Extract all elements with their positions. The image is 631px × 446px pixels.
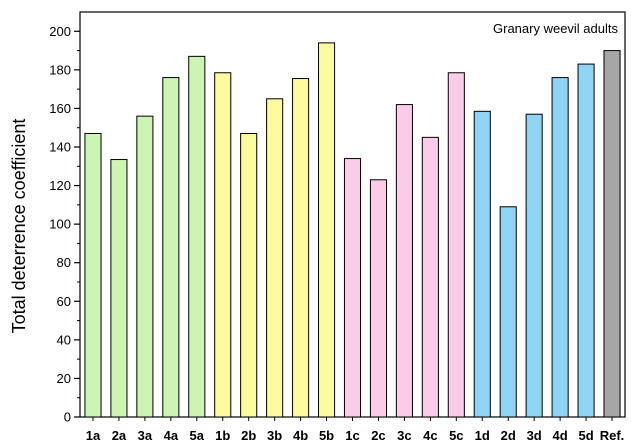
y-tick-label: 140	[49, 140, 71, 155]
bar-5a	[188, 55, 206, 418]
bars	[84, 42, 621, 418]
x-tick-label: 1d	[475, 428, 490, 443]
x-tick-label: 2a	[112, 428, 127, 443]
y-tick-label: 120	[49, 178, 71, 193]
y-tick-label: 20	[57, 371, 71, 386]
x-tick-label: 2b	[241, 428, 256, 443]
bar-3b	[266, 98, 284, 418]
bar-4a	[162, 77, 180, 418]
y-tick-label: 60	[57, 294, 71, 309]
y-tick-label: 40	[57, 332, 71, 347]
x-tick-label: Ref.	[600, 428, 625, 443]
bar-1c	[343, 158, 362, 418]
bar-1a	[84, 133, 102, 418]
bar-1b	[214, 72, 232, 418]
y-tick-label: 200	[49, 24, 71, 39]
x-tick-label: 4c	[423, 428, 437, 443]
bar-4d	[551, 77, 569, 418]
x-tick-label: 3a	[138, 428, 153, 443]
bar-5c	[447, 72, 465, 418]
bar-5d	[577, 63, 595, 418]
x-tick-label: 3d	[527, 428, 542, 443]
x-axis-labels: 1a 2a 3a 4a 5a 1b 2b 3b 4b 5b 1c 2c 3c 4c 5c 1d 2d 3d 4d 5d…	[86, 417, 625, 443]
bar-2a	[110, 159, 128, 418]
bar-Ref	[603, 50, 621, 418]
bar-5b	[318, 42, 336, 418]
x-tick-label: 5d	[578, 428, 593, 443]
bar-3d	[525, 113, 543, 418]
y-tick-label: 160	[49, 101, 71, 116]
bar-1d	[473, 110, 491, 418]
x-tick-label: 1c	[345, 428, 359, 443]
x-tick-label: 2d	[501, 428, 516, 443]
bar-2c	[369, 179, 387, 418]
bar-2d	[499, 206, 517, 418]
bar-3c	[395, 104, 413, 418]
x-tick-label: 1a	[86, 428, 101, 443]
chart-annotation: Granary weevil adults	[493, 21, 618, 36]
x-tick-label: 3c	[397, 428, 411, 443]
bar-4b	[292, 78, 310, 418]
bar-3a	[136, 115, 154, 418]
x-tick-label: 5b	[319, 428, 334, 443]
x-tick-label: 2c	[371, 428, 385, 443]
bar-2b	[240, 133, 258, 418]
y-tick-label: 100	[49, 217, 71, 232]
y-tick-label: 0	[64, 410, 71, 425]
y-axis-ticks: 0 20 40 60 80 100 120 140 160 180 200	[49, 24, 80, 425]
x-tick-label: 4a	[164, 428, 179, 443]
bar-4c	[421, 136, 439, 418]
x-tick-label: 4b	[293, 428, 308, 443]
x-tick-label: 1b	[215, 428, 230, 443]
y-tick-label: 180	[49, 62, 71, 77]
x-tick-label: 4d	[553, 428, 568, 443]
y-axis-label: Total deterrence coefficient	[9, 119, 29, 334]
x-tick-label: 5c	[449, 428, 463, 443]
x-tick-label: 5a	[190, 428, 205, 443]
x-tick-label: 3b	[267, 428, 282, 443]
y-tick-label: 80	[57, 255, 71, 270]
